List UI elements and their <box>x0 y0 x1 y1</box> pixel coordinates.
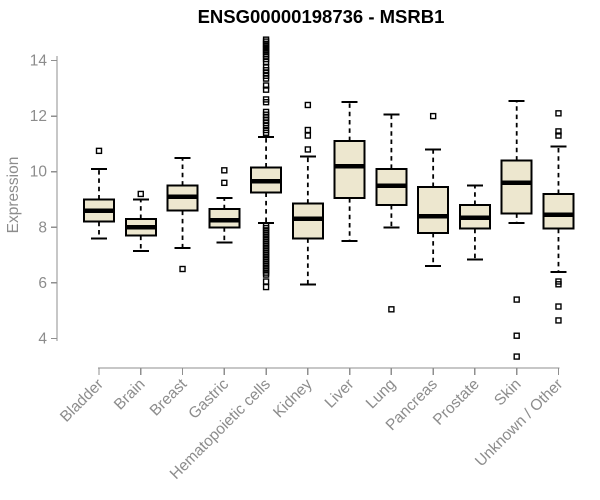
boxplot-breast <box>166 156 199 273</box>
x-tick-label-bladder: Bladder <box>57 376 107 426</box>
outlier-point <box>262 129 270 136</box>
iqr-box <box>500 159 533 215</box>
outlier-point <box>262 82 270 89</box>
boxplot-bladder <box>83 147 115 240</box>
boxplot-prostate <box>458 184 491 261</box>
boxplot-liver <box>333 101 366 243</box>
outlier-point <box>388 306 395 313</box>
x-tick-label-lung: Lung <box>363 376 399 412</box>
chart-title: ENSG00000198736 - MSRB1 <box>197 6 445 27</box>
outlier-point <box>555 281 562 288</box>
y-tick-label: 12 <box>30 108 47 125</box>
outlier-point <box>555 110 562 117</box>
outlier-point <box>513 353 520 360</box>
outlier-point <box>262 283 270 291</box>
outlier-point <box>304 132 312 139</box>
outlier-point <box>555 128 562 135</box>
boxplot-skin <box>500 99 533 360</box>
outlier-point <box>555 303 562 310</box>
y-tick-label: 8 <box>38 219 47 236</box>
outlier-point <box>513 332 520 339</box>
outlier-point <box>304 101 312 109</box>
y-tick-label: 14 <box>30 53 48 70</box>
outlier-point <box>262 271 270 278</box>
boxplot-kidney <box>291 101 324 286</box>
x-tick-label-skin: Skin <box>491 376 524 409</box>
x-tick-label-kidney: Kidney <box>270 376 316 422</box>
iqr-box <box>542 192 575 230</box>
outlier-point <box>262 75 270 82</box>
x-tick-label-prostate: Prostate <box>430 376 483 429</box>
boxplot-unknown-other <box>542 110 575 324</box>
outlier-point <box>555 132 562 139</box>
outlier-point <box>221 167 228 174</box>
y-tick-label: 6 <box>38 275 47 292</box>
boxplot-gastric <box>208 167 241 244</box>
outlier-point <box>262 86 270 93</box>
outlier-point <box>262 278 270 285</box>
boxplot-brain <box>124 190 157 252</box>
outlier-point <box>262 98 270 106</box>
outlier-point <box>304 146 312 153</box>
x-tick-label-liver: Liver <box>322 376 358 412</box>
iqr-box <box>333 140 366 200</box>
outlier-point <box>179 265 186 273</box>
x-tick-label-breast: Breast <box>147 375 191 419</box>
boxplot-lung <box>375 113 408 313</box>
x-tick-label-brain: Brain <box>111 376 149 414</box>
outlier-point <box>513 296 520 303</box>
outlier-point <box>429 112 437 120</box>
outlier-point <box>262 122 270 130</box>
y-tick-labels: 4 6 8 10 12 14 <box>30 53 48 348</box>
outlier-point <box>304 126 312 134</box>
boxplot-pancreas <box>417 112 450 268</box>
y-tick-label: 4 <box>38 331 47 348</box>
axes <box>51 56 560 375</box>
boxplot-hematopoietic-cells <box>250 36 283 291</box>
iqr-box <box>417 185 450 234</box>
outlier-point <box>95 147 103 155</box>
outlier-point <box>137 190 144 198</box>
outlier-point <box>221 179 228 187</box>
outlier-point <box>555 317 562 324</box>
y-tick-label: 10 <box>30 164 48 181</box>
